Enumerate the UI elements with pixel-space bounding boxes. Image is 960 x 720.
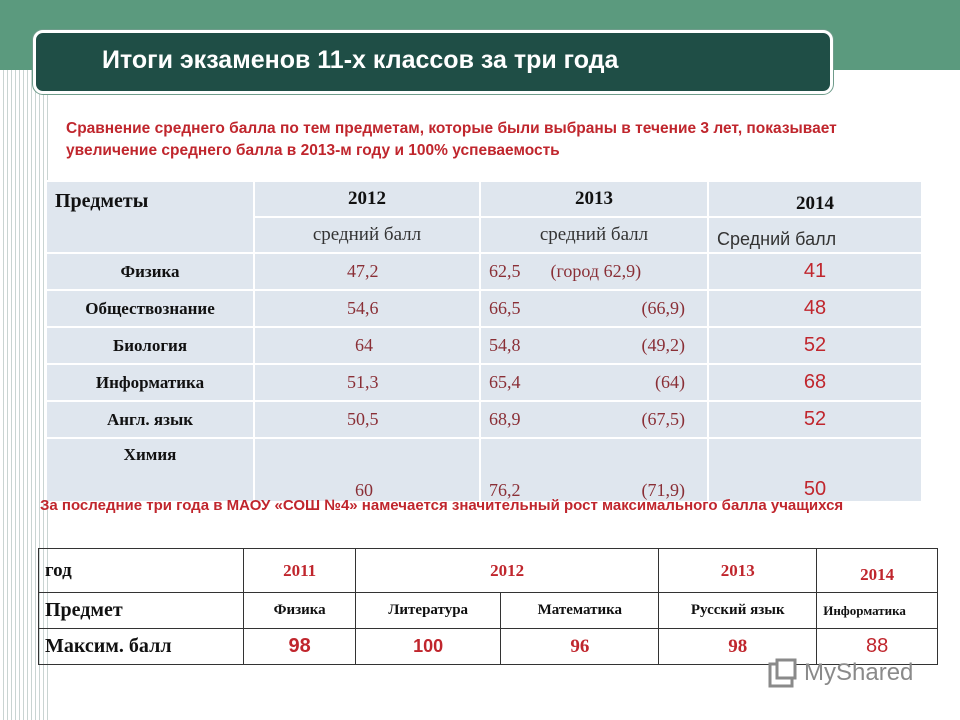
- value-2013: 68,9 (67,5): [479, 400, 709, 439]
- value-2013: 76,2 (71,9): [479, 437, 709, 503]
- value-2013: 62,5 (город 62,9): [479, 252, 709, 291]
- value-2014: 52: [707, 400, 923, 439]
- label-max-score: Максим. балл: [37, 628, 245, 665]
- max-score-note: За последние три года в МАОУ «СОШ №4» на…: [40, 497, 844, 514]
- label-subject: Предмет: [37, 592, 245, 629]
- value-2012: 64: [253, 326, 481, 365]
- score-cell: 96: [500, 628, 660, 665]
- row-subject: Химия: [45, 437, 255, 503]
- subheader-2012: средний балл: [253, 216, 481, 254]
- header-2012: 2012: [253, 180, 481, 218]
- row-subject: Физика: [45, 252, 255, 291]
- city-value: (66,9): [641, 298, 686, 318]
- value-2012: 50,5: [253, 400, 481, 439]
- header-subjects: Предметы: [45, 180, 255, 254]
- city-value: (64): [655, 372, 685, 392]
- row-subject: Обществознание: [45, 289, 255, 328]
- subject-cell: Математика: [500, 592, 660, 629]
- myshared-logo: MyShared: [768, 658, 913, 688]
- value-2013: 65,4 (64): [479, 363, 709, 402]
- value-2012: 54,6: [253, 289, 481, 328]
- subject-cell: Физика: [243, 592, 356, 629]
- value-2014: 48: [707, 289, 923, 328]
- header-2014: 2014: [707, 180, 923, 218]
- header-2013: 2013: [479, 180, 709, 218]
- city-value: (49,2): [641, 335, 686, 355]
- subheader-2014: Средний балл: [707, 216, 923, 254]
- row-subject: Англ. язык: [45, 400, 255, 439]
- row-subject: Биология: [45, 326, 255, 365]
- logo-text: MyShared: [804, 659, 914, 686]
- value-2012: 47,2: [253, 252, 481, 291]
- value-2012: 60: [253, 437, 481, 503]
- city-value: (71,9): [641, 480, 686, 500]
- year-cell: 2012: [354, 548, 660, 593]
- subject-cell: Информатика: [816, 592, 938, 629]
- subheader-2013: средний балл: [479, 216, 709, 254]
- score-cell: 100: [354, 628, 502, 665]
- value-2014: 52: [707, 326, 923, 365]
- year-cell: 2013: [658, 548, 818, 593]
- subject-cell: Русский язык: [658, 592, 818, 629]
- title-box: [33, 30, 833, 94]
- city-value: (67,5): [641, 409, 686, 429]
- slide-title: Итоги экзаменов 11-х классов за три года: [102, 46, 619, 74]
- value-2014: 68: [707, 363, 923, 402]
- value-2014: 41: [707, 252, 923, 291]
- label-year: год: [37, 548, 245, 593]
- comparison-note: Сравнение среднего балла по тем предмета…: [66, 120, 837, 159]
- year-cell: 2014: [816, 548, 938, 593]
- value-2013: 54,8 (49,2): [479, 326, 709, 365]
- myshared-logo-icon: [768, 658, 797, 688]
- score-cell: 88: [816, 628, 938, 665]
- value-2012: 51,3: [253, 363, 481, 402]
- row-subject: Информатика: [45, 363, 255, 402]
- value-2013: 66,5 (66,9): [479, 289, 709, 328]
- subject-cell: Литература: [354, 592, 502, 629]
- city-value: (город 62,9): [550, 261, 642, 281]
- average-score-table: Предметы 2012 2013 2014 средний балл сре…: [45, 180, 923, 503]
- year-cell: 2011: [243, 548, 356, 593]
- max-score-table: год 2011 2012 2013 2014 Предмет Физика Л…: [37, 548, 938, 665]
- value-2014: 50: [707, 437, 923, 503]
- score-cell: 98: [243, 628, 356, 665]
